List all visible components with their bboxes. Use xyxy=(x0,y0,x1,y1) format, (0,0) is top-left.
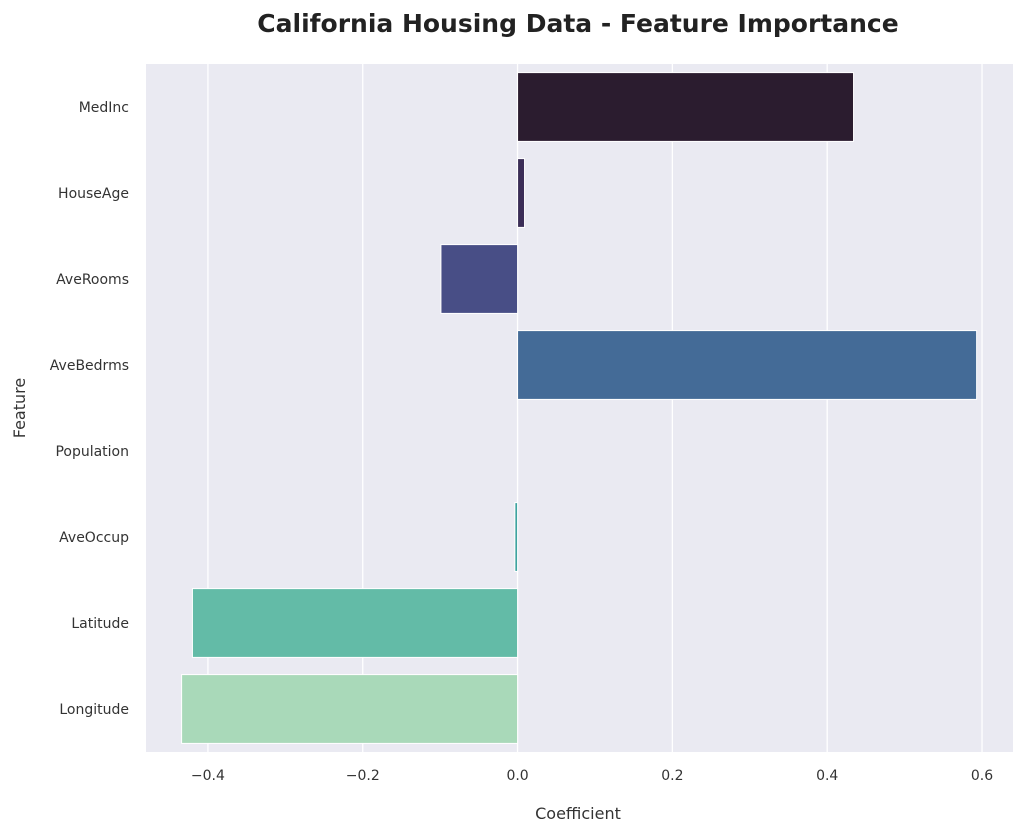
x-axis-label: Coefficient xyxy=(535,804,621,823)
x-tick-label: 0.2 xyxy=(661,768,683,784)
y-tick-label: AveBedrms xyxy=(50,358,129,374)
x-tick-label: 0.6 xyxy=(971,768,993,784)
bar-houseage xyxy=(517,158,526,228)
bar-longitude xyxy=(181,674,519,744)
bar-medinc xyxy=(517,72,855,142)
x-tick-label: −0.4 xyxy=(191,768,225,784)
y-tick-label: Population xyxy=(55,444,129,460)
bar-averooms xyxy=(440,244,519,314)
bar-aveoccup xyxy=(514,502,519,572)
chart-title: California Housing Data - Feature Import… xyxy=(257,9,898,38)
x-tick-label: 0.0 xyxy=(506,768,528,784)
y-tick-label: Latitude xyxy=(71,616,129,632)
y-tick-label: HouseAge xyxy=(58,186,129,202)
y-tick-labels: MedInc HouseAge AveRooms AveBedrms Populatio… xyxy=(50,100,129,718)
y-axis-label: Feature xyxy=(10,378,29,438)
x-tick-label: 0.4 xyxy=(816,768,838,784)
y-tick-label: Longitude xyxy=(59,702,129,718)
y-tick-label: AveRooms xyxy=(56,272,129,288)
bar-avebedrms xyxy=(517,330,978,400)
bars xyxy=(181,72,978,744)
x-tick-labels: −0.4 −0.2 0.0 0.2 0.4 0.6 xyxy=(191,768,993,784)
x-tick-label: −0.2 xyxy=(346,768,380,784)
y-tick-label: MedInc xyxy=(79,100,129,116)
y-tick-label: AveOccup xyxy=(59,530,129,546)
bar-latitude xyxy=(191,588,519,658)
